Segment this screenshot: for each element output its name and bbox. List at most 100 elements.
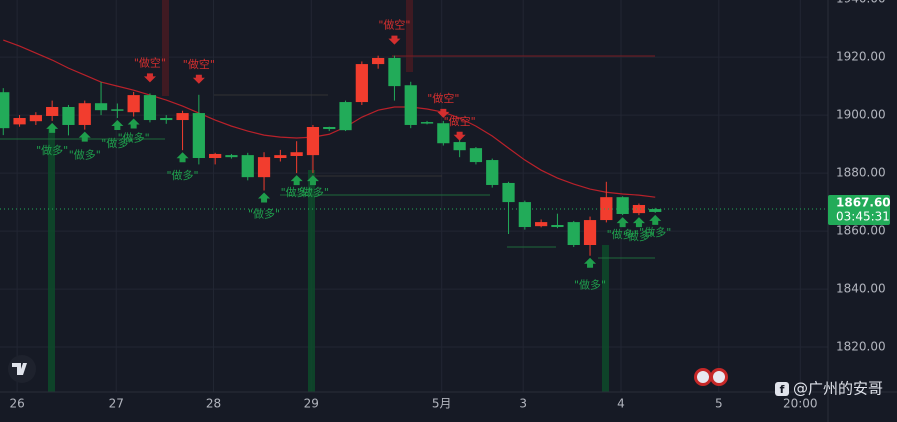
background xyxy=(0,0,655,392)
candle-body xyxy=(437,123,450,144)
candle-body xyxy=(616,197,629,214)
watermark: @广州的安哥 xyxy=(793,380,883,398)
long-arrow xyxy=(46,122,59,133)
long-signal-label: "做多" xyxy=(69,148,101,162)
candle-body xyxy=(290,152,303,156)
candle-body xyxy=(323,126,336,130)
y-tick-label: 1840.00 xyxy=(836,282,886,296)
x-tick-label: 29 xyxy=(304,397,319,411)
candle-body xyxy=(649,209,662,212)
flag-icons xyxy=(694,368,728,386)
candle-body xyxy=(355,64,368,103)
short-arrow xyxy=(192,74,205,84)
x-tick-label: 5月 xyxy=(432,397,452,411)
candle-body xyxy=(160,118,173,121)
short-arrow xyxy=(143,73,156,83)
long-signal-label: "做多" xyxy=(574,278,606,292)
candle-body xyxy=(94,103,108,111)
signal-band xyxy=(162,0,169,96)
signal-band xyxy=(406,0,413,72)
candle-body xyxy=(306,126,320,156)
candle-body xyxy=(420,122,434,124)
long-signal-label: "做多" xyxy=(248,206,280,220)
short-arrow xyxy=(437,108,450,118)
long-signal-label: "做多" xyxy=(118,131,150,145)
short-arrow xyxy=(453,131,466,141)
candle-body xyxy=(78,103,91,125)
candle-body xyxy=(176,113,189,121)
candle-body xyxy=(13,118,26,125)
countdown-label: 03:45:31 xyxy=(836,210,890,224)
candle-body xyxy=(192,113,205,159)
long-arrow xyxy=(176,152,189,163)
short-signal-label: "做空" xyxy=(134,55,166,69)
x-tick-label: 27 xyxy=(109,397,124,411)
long-signal-label: "做多" xyxy=(297,185,329,199)
candle-body xyxy=(502,182,515,203)
last-price-label: 1867.60 xyxy=(836,196,891,210)
signal-band xyxy=(48,128,55,392)
candle-body xyxy=(372,57,385,65)
short-signal-label: "做空" xyxy=(183,57,215,71)
candle-body xyxy=(518,202,531,228)
long-signal-label: "做多" xyxy=(36,143,68,157)
x-tick-label: 26 xyxy=(9,397,24,411)
long-signal-label: "做多" xyxy=(101,136,133,150)
long-arrow xyxy=(127,118,140,129)
candle-body xyxy=(209,153,222,159)
y-tick-label: 1820.00 xyxy=(836,340,886,354)
candle-body xyxy=(143,95,157,121)
candle-body xyxy=(388,57,401,87)
short-signal-label: "做空" xyxy=(378,18,410,32)
candle-body xyxy=(274,155,287,159)
long-arrow xyxy=(78,131,91,142)
x-tick-label: 5 xyxy=(715,397,723,411)
signal-band xyxy=(602,245,609,392)
short-arrow xyxy=(388,35,401,45)
candle-body xyxy=(535,222,548,227)
long-arrow xyxy=(258,192,271,203)
long-arrow xyxy=(290,175,303,186)
candle-body xyxy=(29,115,42,122)
x-tick-label: 4 xyxy=(617,397,625,411)
x-tick-label: 3 xyxy=(519,397,527,411)
candle-body xyxy=(632,204,646,214)
candle-body xyxy=(62,106,75,125)
candle-body xyxy=(111,109,124,111)
short-signal-label: "做空" xyxy=(427,91,459,105)
long-arrow xyxy=(111,120,124,131)
candle-body xyxy=(257,157,271,178)
candle-body xyxy=(551,224,564,228)
candle-body xyxy=(127,95,140,113)
long-signal-label: "做多" xyxy=(281,185,313,199)
long-signal-label: "做多" xyxy=(639,225,671,239)
long-arrow xyxy=(632,217,645,228)
y-tick-label: 1940.00 xyxy=(836,0,886,6)
long-signal-label: "做多" xyxy=(607,227,639,241)
candle-body xyxy=(404,85,417,125)
candle-body xyxy=(241,155,254,178)
last-price-box xyxy=(828,195,890,226)
short-signal-label: "做空" xyxy=(444,114,476,128)
long-arrow xyxy=(649,214,662,225)
tv-logo xyxy=(8,355,36,383)
candle-body xyxy=(469,148,483,163)
long-signal-label: "做多" xyxy=(166,168,198,182)
candle-body xyxy=(225,155,238,158)
candle-body xyxy=(46,106,59,116)
svg-text:f: f xyxy=(780,383,785,396)
y-tick-label: 1860.00 xyxy=(836,224,886,238)
candle-body xyxy=(567,222,580,245)
candle-body xyxy=(600,197,613,221)
signal-band xyxy=(308,170,315,392)
candle-body xyxy=(453,142,466,151)
x-tick-label: 28 xyxy=(206,397,221,411)
long-arrow xyxy=(306,175,319,186)
moving-average xyxy=(3,39,656,198)
candle-body xyxy=(339,102,352,131)
long-arrow xyxy=(584,257,597,268)
watermark-icon: f xyxy=(775,382,789,396)
long-signal-label: "做多" xyxy=(623,229,655,243)
y-tick-label: 1920.00 xyxy=(836,50,886,64)
